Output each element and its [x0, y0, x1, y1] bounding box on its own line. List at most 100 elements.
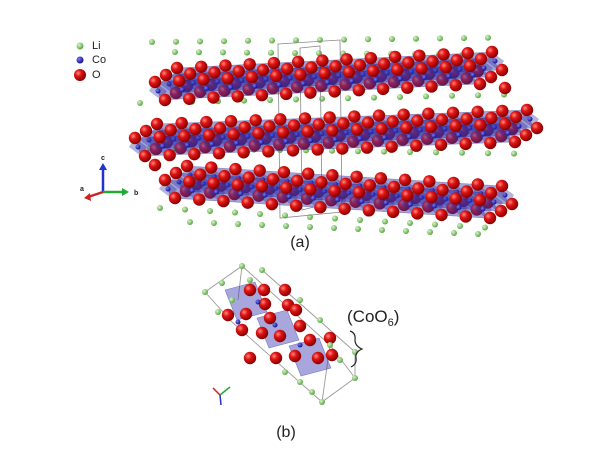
co-atom — [146, 137, 152, 143]
o-atom — [202, 129, 216, 142]
li-atom — [365, 36, 371, 43]
li-atom — [232, 209, 238, 216]
o-atom — [266, 81, 280, 95]
li-atom — [283, 223, 289, 229]
o-atom — [294, 68, 307, 81]
o-atom — [316, 54, 329, 67]
o-atom — [219, 59, 232, 72]
li-atom — [187, 219, 193, 225]
o-atom — [376, 82, 390, 96]
o-atom — [483, 211, 497, 225]
o-atom — [255, 179, 269, 193]
co-atom — [481, 65, 487, 71]
o-atom — [401, 189, 414, 202]
li-atom — [352, 375, 358, 381]
o-atom — [289, 199, 303, 212]
o-atom — [245, 70, 259, 84]
li-atom — [413, 35, 419, 42]
o-atom — [386, 205, 400, 219]
o-atom — [495, 129, 508, 143]
o-atom — [339, 78, 352, 91]
o-atom — [363, 179, 377, 192]
o-atom — [425, 190, 438, 204]
o-atom — [238, 121, 251, 134]
o-atom — [396, 133, 409, 146]
li-atom — [219, 280, 225, 286]
li-atom — [229, 297, 235, 303]
co-atom — [235, 319, 241, 325]
axis-line — [219, 394, 222, 406]
o-atom — [305, 61, 318, 74]
o-atom — [265, 197, 279, 211]
li-atom — [407, 149, 413, 155]
li-atom — [172, 49, 178, 55]
li-atom — [331, 225, 337, 231]
co-atom — [457, 66, 463, 72]
axis-label: b — [134, 190, 138, 197]
o-atom — [391, 63, 404, 76]
o-atom — [243, 283, 257, 297]
o-atom — [232, 65, 245, 78]
o-atom — [339, 177, 352, 190]
o-atom — [459, 210, 472, 223]
co-atom — [406, 134, 412, 140]
li-atom — [345, 95, 351, 102]
li-atom — [157, 205, 163, 211]
o-atom — [208, 66, 221, 79]
li-atom — [332, 215, 338, 222]
li-atom — [475, 92, 481, 99]
o-atom — [325, 348, 339, 362]
o-atom — [175, 116, 188, 130]
o-atom — [449, 79, 462, 92]
co-atom — [383, 200, 389, 206]
co-atom — [393, 128, 399, 134]
o-atom — [328, 184, 341, 197]
o-atom — [289, 303, 303, 317]
co-atom — [214, 79, 220, 85]
o-atom — [199, 140, 212, 154]
li-atom — [482, 224, 488, 231]
co-atom — [443, 196, 449, 202]
co-atom — [160, 143, 166, 149]
o-atom — [262, 145, 275, 158]
legend-co-swatch — [76, 56, 84, 64]
o-atom — [519, 128, 533, 142]
axes-indicator: c b a — [80, 155, 138, 201]
o-atom — [374, 172, 388, 185]
o-atom — [449, 119, 462, 133]
o-atom — [364, 51, 378, 65]
co-atom — [431, 133, 437, 139]
o-atom — [168, 191, 182, 205]
o-atom — [496, 104, 509, 118]
o-atom — [323, 111, 336, 124]
legend-label: O — [92, 69, 101, 81]
o-atom — [377, 57, 391, 71]
o-atom — [411, 114, 424, 127]
co-atom — [176, 179, 182, 185]
structure-b — [202, 263, 358, 405]
o-atom — [400, 121, 413, 134]
o-atom — [197, 73, 210, 86]
co-atom — [325, 79, 331, 85]
legend-label: Li — [92, 40, 101, 52]
o-atom — [300, 192, 314, 205]
li-atom — [459, 149, 465, 156]
o-atom — [148, 75, 162, 89]
co-atom — [335, 197, 341, 203]
o-atom — [326, 124, 339, 137]
o-atom — [353, 58, 367, 72]
co-atom — [283, 138, 289, 144]
o-atom — [474, 52, 488, 66]
co-atom — [343, 130, 349, 136]
co-atom — [311, 74, 317, 80]
co-atom — [273, 185, 279, 191]
o-atom — [252, 127, 265, 140]
o-atom — [446, 201, 459, 215]
co-atom — [238, 191, 244, 197]
o-atom — [217, 194, 230, 208]
o-atom — [530, 121, 544, 135]
o-atom — [241, 196, 254, 209]
o-atom — [258, 297, 272, 311]
li-atom — [403, 228, 409, 234]
li-atom — [215, 309, 221, 315]
